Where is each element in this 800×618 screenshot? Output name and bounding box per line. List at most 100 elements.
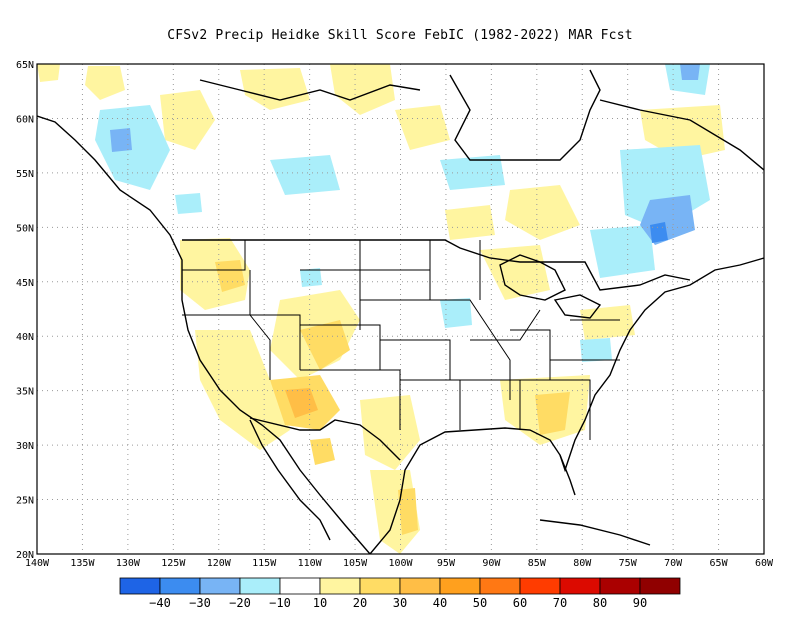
border-us-mexico [249, 417, 401, 461]
shade-region [285, 388, 318, 418]
coastline-hudson-bay [449, 69, 601, 161]
shade-region [300, 320, 350, 370]
shade-region [505, 185, 580, 240]
colorbar-label: −20 [229, 596, 251, 610]
colorbar-swatch [159, 577, 201, 595]
colorbar-label: 90 [633, 596, 647, 610]
state-line [250, 314, 301, 370]
colorbar-label: 70 [553, 596, 567, 610]
colorbar [119, 577, 681, 595]
map-frame [36, 63, 765, 555]
colorbar-swatch [479, 577, 521, 595]
lon-tick-label: 125W [161, 558, 186, 569]
lon-tick-label: 130W [116, 558, 141, 569]
shade-region [330, 64, 395, 115]
lat-lon-grid [37, 64, 764, 554]
state-line [360, 269, 431, 300]
colorbar-label: 60 [513, 596, 527, 610]
lat-tick-label: 40N [16, 332, 34, 343]
lat-tick-label: 65N [16, 60, 34, 71]
shade-region [440, 298, 472, 328]
colorbar-labels: −40 −30 −20 −10 10 20 30 40 50 60 70 80 90 [149, 596, 647, 610]
state-line [440, 299, 511, 400]
colorbar-swatch [559, 577, 601, 595]
great-lakes [499, 254, 566, 301]
state-boundaries [182, 240, 620, 440]
colorbar-label: −40 [149, 596, 171, 610]
state-line [510, 329, 551, 380]
great-lakes [553, 294, 602, 319]
border-us-canada [182, 239, 691, 291]
lon-tick-label: 80W [573, 558, 592, 569]
shade-region [160, 90, 215, 150]
skill-shading-layer [37, 64, 725, 554]
latitude-labels: 65N 60N 55N 50N 45N 40N 35N 30N 25N 20N [16, 60, 34, 561]
colorbar-swatch [639, 577, 681, 595]
colorbar-swatch [599, 577, 641, 595]
coastline-labrador [599, 99, 764, 171]
lon-tick-label: 60W [755, 558, 774, 569]
shade-region [590, 225, 655, 278]
shade-region [535, 392, 570, 435]
coastline-and-borders [37, 69, 764, 554]
lon-tick-label: 65W [710, 558, 729, 569]
shade-region [240, 68, 310, 110]
shade-region [650, 222, 668, 243]
lon-tick-label: 115W [252, 558, 277, 569]
colorbar-swatch [359, 577, 401, 595]
shade-region [680, 64, 700, 80]
coastline-cuba [539, 519, 651, 546]
colorbar-swatch [319, 577, 361, 595]
state-line [182, 314, 271, 380]
lon-tick-label: 70W [664, 558, 683, 569]
state-line [182, 240, 246, 271]
shade-region [445, 205, 495, 240]
coastline-gulf [369, 257, 764, 554]
coastline-baja [249, 419, 331, 541]
longitude-labels: 140W 135W 130W 125W 120W 115W 110W 105W 100W 95W 9… [25, 558, 774, 569]
colorbar-label: 10 [313, 596, 327, 610]
shade-region [175, 193, 202, 214]
state-line [380, 339, 451, 380]
shade-region [85, 66, 125, 100]
colorbar-swatch [239, 577, 281, 595]
shade-region [195, 330, 290, 450]
lat-tick-label: 50N [16, 223, 34, 234]
lon-tick-label: 120W [207, 558, 232, 569]
lat-tick-label: 35N [16, 387, 34, 398]
lon-tick-label: 90W [482, 558, 501, 569]
state-line [520, 379, 591, 440]
shade-region [180, 238, 250, 310]
shade-region [580, 305, 635, 340]
coastline-arctic [199, 79, 421, 101]
shade-region [310, 438, 335, 465]
colorbar-label: 80 [593, 596, 607, 610]
colorbar-label: −10 [269, 596, 291, 610]
shade-region [110, 128, 132, 152]
lat-tick-label: 60N [16, 114, 34, 125]
lon-tick-label: 105W [343, 558, 368, 569]
shade-region [395, 105, 450, 150]
lat-tick-label: 20N [16, 550, 34, 561]
colorbar-label: 20 [353, 596, 367, 610]
lon-tick-label: 110W [298, 558, 323, 569]
colorbar-label: 40 [433, 596, 447, 610]
state-line [300, 324, 381, 370]
colorbar-swatch [119, 577, 161, 595]
lat-tick-label: 25N [16, 496, 34, 507]
shade-region [580, 338, 612, 362]
shade-region [270, 155, 340, 195]
lat-tick-label: 45N [16, 278, 34, 289]
colorbar-label: 50 [473, 596, 487, 610]
colorbar-swatch [199, 577, 241, 595]
shade-region [215, 260, 245, 292]
colorbar-swatch [439, 577, 481, 595]
shade-region [360, 395, 420, 470]
state-line [470, 309, 541, 341]
colorbar-swatch [519, 577, 561, 595]
colorbar-swatch [279, 577, 321, 595]
coastline-west [37, 115, 371, 554]
lon-tick-label: 75W [619, 558, 638, 569]
lat-tick-label: 30N [16, 441, 34, 452]
